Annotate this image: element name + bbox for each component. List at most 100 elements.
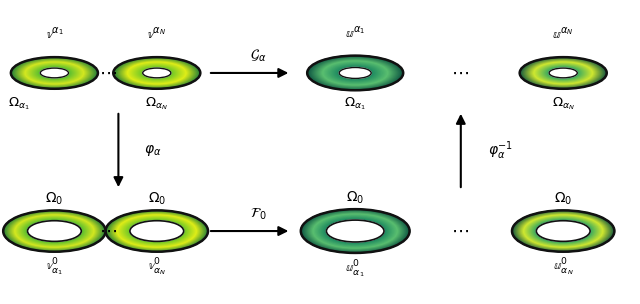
Ellipse shape xyxy=(531,219,595,244)
Ellipse shape xyxy=(321,218,390,244)
Ellipse shape xyxy=(10,213,99,249)
Ellipse shape xyxy=(10,213,100,249)
Ellipse shape xyxy=(28,63,81,83)
Ellipse shape xyxy=(37,67,72,79)
Ellipse shape xyxy=(12,57,97,88)
Ellipse shape xyxy=(22,219,86,244)
Text: $\mathbb{u}^{0}_{\alpha_N}$: $\mathbb{u}^{0}_{\alpha_N}$ xyxy=(553,257,573,278)
Ellipse shape xyxy=(520,57,607,89)
Ellipse shape xyxy=(336,66,374,80)
Ellipse shape xyxy=(548,68,579,78)
Text: $\mathbb{v}^{\alpha_1}$: $\mathbb{v}^{\alpha_1}$ xyxy=(45,26,63,42)
Ellipse shape xyxy=(27,220,82,242)
Ellipse shape xyxy=(541,65,585,81)
Ellipse shape xyxy=(528,60,598,86)
Ellipse shape xyxy=(531,218,596,244)
Ellipse shape xyxy=(538,64,588,82)
Ellipse shape xyxy=(115,58,198,88)
Ellipse shape xyxy=(534,62,593,84)
Text: $\Omega_{\alpha_1}$: $\Omega_{\alpha_1}$ xyxy=(8,96,30,112)
Ellipse shape xyxy=(141,67,172,78)
Ellipse shape xyxy=(536,220,591,242)
Ellipse shape xyxy=(529,217,598,245)
Ellipse shape xyxy=(15,216,93,247)
Ellipse shape xyxy=(11,214,98,248)
Ellipse shape xyxy=(113,213,201,249)
Ellipse shape xyxy=(312,214,398,248)
Ellipse shape xyxy=(314,215,396,247)
Ellipse shape xyxy=(308,212,403,250)
Ellipse shape xyxy=(124,61,189,85)
Ellipse shape xyxy=(122,60,191,85)
Ellipse shape xyxy=(107,211,207,251)
Ellipse shape xyxy=(535,63,591,83)
Ellipse shape xyxy=(133,64,180,81)
Ellipse shape xyxy=(517,212,609,250)
Ellipse shape xyxy=(16,216,93,246)
Ellipse shape xyxy=(313,214,397,248)
Ellipse shape xyxy=(26,63,83,83)
Ellipse shape xyxy=(131,64,182,82)
Ellipse shape xyxy=(143,68,171,78)
Ellipse shape xyxy=(111,213,202,249)
Ellipse shape xyxy=(513,211,614,251)
Ellipse shape xyxy=(339,67,372,79)
Ellipse shape xyxy=(549,68,577,78)
Text: $\Omega_{\alpha_N}$: $\Omega_{\alpha_N}$ xyxy=(552,96,575,112)
Ellipse shape xyxy=(115,214,198,248)
Ellipse shape xyxy=(128,220,186,242)
Ellipse shape xyxy=(523,215,604,247)
Ellipse shape xyxy=(22,61,87,85)
Ellipse shape xyxy=(134,65,179,81)
Ellipse shape xyxy=(126,219,188,243)
Text: $\mathbb{u}^{\alpha_N}$: $\mathbb{u}^{\alpha_N}$ xyxy=(552,26,574,42)
Ellipse shape xyxy=(518,213,609,249)
Ellipse shape xyxy=(24,219,84,243)
Ellipse shape xyxy=(317,216,394,246)
Ellipse shape xyxy=(115,57,199,88)
Ellipse shape xyxy=(325,62,385,84)
Ellipse shape xyxy=(35,66,74,80)
Ellipse shape xyxy=(129,220,184,242)
Ellipse shape xyxy=(29,64,80,82)
Ellipse shape xyxy=(310,213,401,249)
Ellipse shape xyxy=(549,68,577,78)
Text: $\mathcal{G}_\alpha$: $\mathcal{G}_\alpha$ xyxy=(250,48,266,64)
Ellipse shape xyxy=(120,216,194,246)
Ellipse shape xyxy=(121,60,193,86)
Ellipse shape xyxy=(112,213,202,249)
Ellipse shape xyxy=(22,218,87,244)
Ellipse shape xyxy=(135,65,179,81)
Ellipse shape xyxy=(28,64,81,82)
Ellipse shape xyxy=(522,215,605,247)
Ellipse shape xyxy=(14,58,95,88)
Ellipse shape xyxy=(125,61,189,85)
Ellipse shape xyxy=(116,58,197,88)
Ellipse shape xyxy=(5,211,104,251)
Ellipse shape xyxy=(332,64,380,81)
Ellipse shape xyxy=(513,211,613,251)
Ellipse shape xyxy=(519,213,607,249)
Ellipse shape xyxy=(522,58,605,88)
Ellipse shape xyxy=(26,220,83,242)
Ellipse shape xyxy=(542,66,584,80)
Ellipse shape xyxy=(307,56,403,90)
Ellipse shape xyxy=(142,68,172,78)
Ellipse shape xyxy=(547,67,579,78)
Ellipse shape xyxy=(138,67,175,79)
Ellipse shape xyxy=(13,215,95,247)
Ellipse shape xyxy=(124,218,189,244)
Ellipse shape xyxy=(108,212,205,250)
Ellipse shape xyxy=(27,63,82,83)
Ellipse shape xyxy=(23,62,86,84)
Ellipse shape xyxy=(115,214,199,248)
Text: $\cdots$: $\cdots$ xyxy=(451,64,468,82)
Ellipse shape xyxy=(328,64,382,82)
Ellipse shape xyxy=(520,214,606,248)
Ellipse shape xyxy=(141,68,172,78)
Ellipse shape xyxy=(11,57,98,89)
Ellipse shape xyxy=(338,67,373,79)
Ellipse shape xyxy=(131,64,183,82)
Ellipse shape xyxy=(535,220,591,242)
Ellipse shape xyxy=(308,56,402,90)
